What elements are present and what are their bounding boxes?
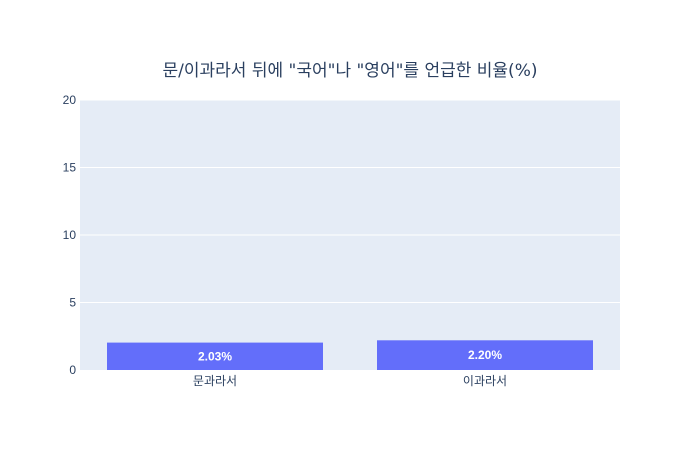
- y-tick-label: 0: [69, 363, 76, 377]
- bar: [107, 342, 323, 370]
- chart-title: 문/이과라서 뒤에 "국어"나 "영어"를 언급한 비율(%): [163, 61, 538, 81]
- bar-data-label: 2.20%: [468, 348, 502, 362]
- bars: 2.03% 2.20%: [107, 340, 593, 370]
- gridlines: [80, 99, 620, 303]
- x-tick-label: 문과라서: [193, 374, 237, 388]
- x-axis: 문과라서 이과라서: [193, 374, 507, 388]
- bar-data-label: 2.03%: [198, 349, 232, 363]
- y-tick-label: 20: [63, 93, 77, 107]
- y-tick-label: 5: [69, 296, 76, 310]
- y-axis: 0 5 10 15 20: [63, 93, 77, 377]
- x-tick-label: 이과라서: [463, 374, 507, 388]
- bar: [377, 340, 593, 370]
- y-tick-label: 10: [63, 228, 77, 242]
- y-tick-label: 15: [63, 161, 77, 175]
